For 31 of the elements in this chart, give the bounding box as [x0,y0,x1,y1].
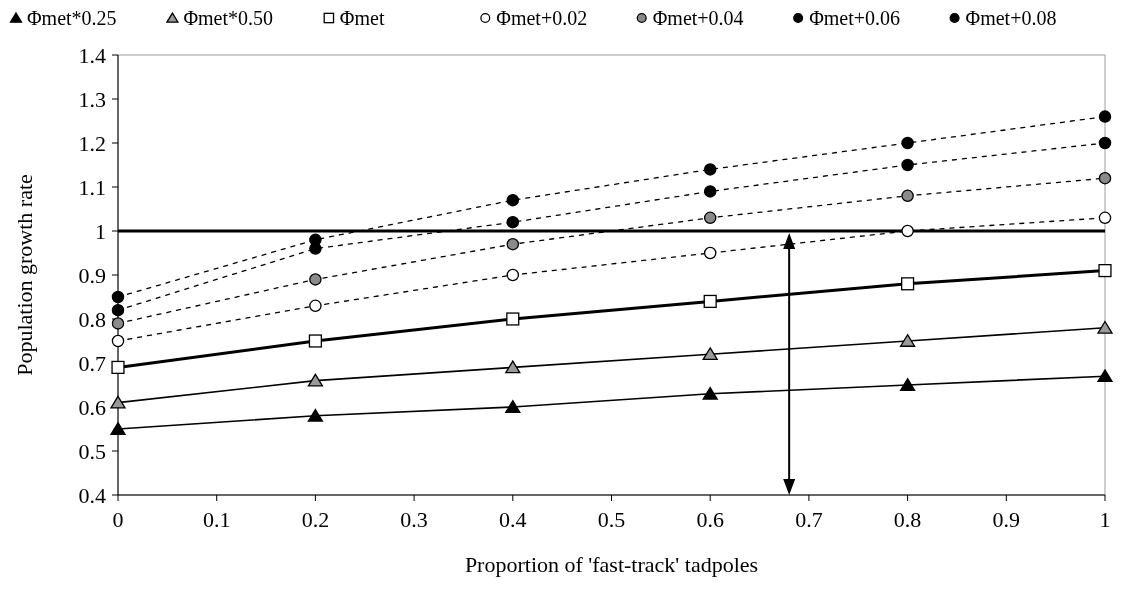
legend-label: Φmet+0.08 [965,7,1057,29]
x-tick-label: 0.8 [893,507,922,532]
y-axis-title: Population growth rate [12,174,37,376]
y-tick-label: 1 [95,218,106,244]
x-tick-label: 0.2 [301,507,330,532]
y-tick-label: 1.1 [78,174,106,200]
y-tick-label: 0.9 [78,262,106,288]
y-tick-label: 1.4 [78,42,106,68]
legend-label: Φmet+0.02 [496,7,588,29]
legend-label: Φmet*0.50 [183,7,274,29]
x-axis-title: Proportion of 'fast-track' tadpoles [464,552,759,577]
y-tick-label: 1.3 [78,86,106,112]
x-tick-label: 0.3 [400,507,428,532]
y-tick-label: 0.8 [78,306,106,332]
x-tick-label: 0 [112,507,124,532]
legend-label: Φmet [339,7,385,29]
x-tick-label: 0.1 [202,507,231,532]
legend-label: Φmet+0.06 [809,7,901,29]
x-tick-label: 0.6 [696,507,724,532]
y-tick-label: 0.6 [78,394,106,420]
y-tick-label: 0.5 [78,438,106,464]
x-tick-label: 0.9 [992,507,1021,532]
x-tick-label: 0.4 [499,507,527,532]
legend-label: Φmet*0.25 [27,7,117,29]
y-tick-label: 0.4 [78,482,106,508]
x-tick-label: 0.5 [597,507,626,532]
y-tick-label: 0.7 [78,350,106,376]
x-tick-label: 0.7 [795,507,823,532]
legend-label: Φmet+0.04 [652,7,744,29]
x-tick-label: 1 [1099,507,1111,532]
y-tick-label: 1.2 [78,130,106,156]
